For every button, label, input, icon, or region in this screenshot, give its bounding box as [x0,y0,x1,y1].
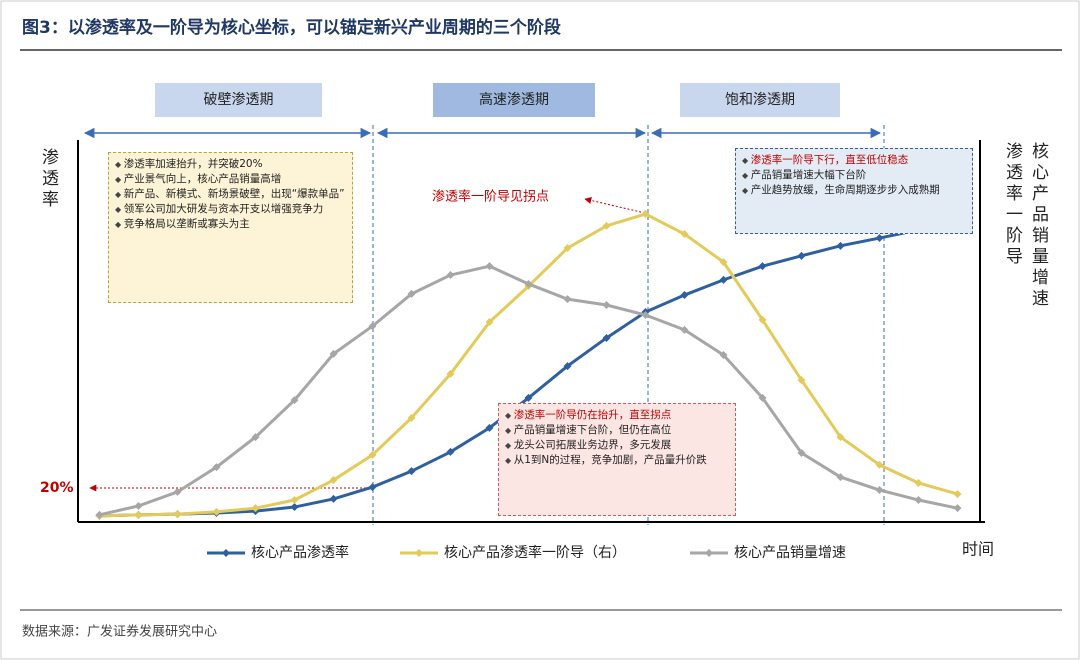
point [875,234,884,243]
point [290,503,299,512]
point [602,221,611,230]
point [680,325,689,334]
text-box: 渗透率一阶导下行，直至低位稳态产品销量增速大幅下台阶产业趋势放缓，生命周期逐步步… [735,148,973,234]
annotation: 20% [40,480,74,496]
box-item: 产品销量增速大幅下台阶 [742,168,966,183]
point [251,433,260,442]
source: 数据来源：广发证券发展研究中心 [22,624,217,640]
point [875,460,884,469]
box-item: 渗透率一阶导下行，直至低位稳态 [742,153,966,168]
point [641,311,650,320]
point [914,479,923,487]
point [446,447,455,456]
point [95,510,104,519]
x-axis-label: 时间 [962,540,994,559]
point [485,262,494,271]
y2-axis-label: 核心产品销量增速 [1028,142,1048,310]
point [212,507,221,516]
point [290,396,299,405]
point [797,449,806,458]
chart-title: 图3：以渗透率及一阶导为核心坐标，可以锚定新兴产业周期的三个阶段 [22,17,561,38]
point [251,504,260,513]
point [368,322,377,331]
point [758,262,767,271]
point [368,450,377,459]
point [758,393,767,402]
box-item: 产品销量增速下台阶，但仍在高位 [505,423,729,438]
point [836,433,845,442]
legend-label: 核心产品销量增速 [734,545,846,561]
point [173,487,182,496]
phase-label: 高速渗透期 [479,91,549,108]
box-item: 龙头公司拓展业务边界，多元发展 [505,438,729,453]
point [407,289,416,298]
box-item: 竞争格局以垄断或寡头为主 [115,217,346,232]
point [563,244,572,253]
point [173,510,182,519]
box-item: 新产品、新模式、新场景破壁，出现“爆款单品” [115,187,346,202]
point [719,275,728,284]
phase-box [433,83,595,117]
point [329,476,338,485]
point [407,467,416,476]
point [446,369,455,378]
box-item: 产业景气向上，核心产品销量高增 [115,172,346,187]
point [485,318,494,327]
point [641,210,650,219]
legend-marker [222,549,230,557]
point [563,295,572,304]
point [524,393,533,402]
point [797,376,806,385]
y2-axis-label: 渗透率一阶导 [1002,142,1022,268]
point [914,496,923,505]
point [875,486,884,495]
point [797,251,806,260]
point [290,496,299,505]
legend-label: 核心产品渗透率 [251,544,349,561]
point [680,291,689,300]
point [602,301,611,310]
point [602,333,611,342]
box-item: 渗透率加速抬升，并突破20% [115,157,346,172]
point [329,494,338,503]
point [680,229,689,238]
annotation-arrow [584,197,646,214]
point [485,423,494,432]
y-axis-label: 渗透率 [38,148,58,211]
point [524,279,533,288]
legend-label: 核心产品渗透率一阶导（右） [444,544,626,561]
text-box: 渗透率加速抬升，并突破20%产业景气向上，核心产品销量高增新产品、新模式、新场景… [108,152,353,303]
phase-label: 破壁渗透期 [204,92,274,108]
point [719,350,728,359]
text-box: 渗透率一阶导仍在抬升，直至拐点产品销量增速下台阶，但仍在高位龙头公司拓展业务边界… [498,403,736,516]
point [953,504,962,513]
point [212,463,221,472]
phase-box [155,83,322,117]
point [836,473,845,482]
point [836,241,845,250]
box-item: 产业趋势放缓，生命周期逐步步入成熟期 [742,183,966,198]
point [758,315,767,324]
box-item: 从1到N的过程，竞争加剧，产品量升价跌 [505,453,729,468]
annotation: 渗透率一阶导见拐点 [432,189,549,205]
legend-marker [705,549,713,557]
legend-marker [415,549,423,557]
point [407,413,416,422]
point [134,501,143,510]
point [368,483,377,492]
point [134,510,143,519]
phase-box [680,83,840,117]
point [953,490,962,499]
point [563,362,572,371]
box-item: 领军公司加大研发与资本开支以增强竞争力 [115,202,346,217]
point [719,258,728,267]
box-item: 渗透率一阶导仍在抬升，直至拐点 [505,408,729,423]
point [329,349,338,358]
point [446,271,455,280]
phase-label: 饱和渗透期 [725,92,795,108]
